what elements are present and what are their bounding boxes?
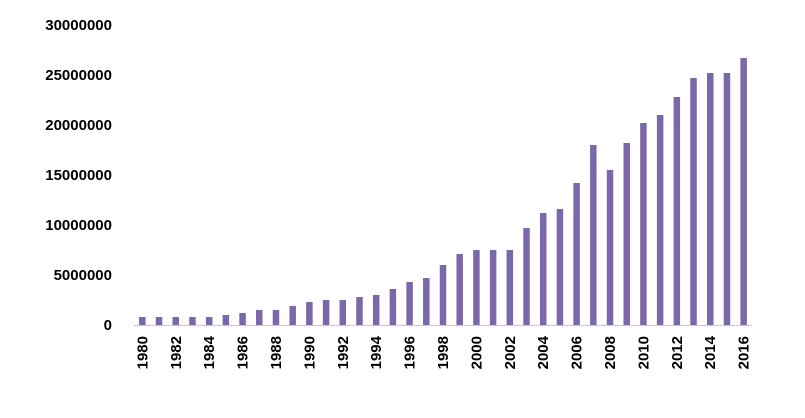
x-tick-label: 2012 xyxy=(669,336,686,369)
y-tick-label: 15000000 xyxy=(45,167,112,184)
bar-2012 xyxy=(673,97,681,325)
x-tick-label: 1994 xyxy=(368,335,385,369)
bar-2006 xyxy=(573,183,580,325)
x-tick-label: 2002 xyxy=(502,336,519,369)
y-axis-ticks: 0 5000000 10000000 15000000 20000000 25000000… xyxy=(45,17,112,334)
bar-1992 xyxy=(339,300,347,325)
bar-2002 xyxy=(506,250,514,325)
bar-1980 xyxy=(139,317,146,325)
x-tick-label: 1990 xyxy=(301,336,318,369)
bar-1993 xyxy=(356,297,363,325)
x-tick-label: 1986 xyxy=(235,336,252,369)
bar-2009 xyxy=(623,143,630,325)
bar-1999 xyxy=(456,254,463,325)
bar-2008 xyxy=(606,170,614,325)
x-tick-label: 1980 xyxy=(134,336,151,369)
bar-2010 xyxy=(640,123,647,325)
bar-2014 xyxy=(706,73,714,325)
bar-1991 xyxy=(322,300,330,325)
bar-1983 xyxy=(189,317,196,325)
x-tick-label: 1982 xyxy=(168,336,185,369)
bar-2015 xyxy=(723,73,731,325)
x-tick-label: 1988 xyxy=(268,336,285,369)
y-tick-label: 10000000 xyxy=(45,217,112,234)
bar-1987 xyxy=(256,310,263,325)
bar-1989 xyxy=(289,306,296,325)
y-tick-label: 20000000 xyxy=(45,117,112,134)
bar-2005 xyxy=(556,209,564,325)
x-tick-label: 2016 xyxy=(736,336,753,369)
bar-1981 xyxy=(155,317,163,325)
x-tick-label: 2000 xyxy=(468,336,485,369)
y-tick-label: 0 xyxy=(104,317,112,334)
bar-1997 xyxy=(423,278,430,325)
y-tick-label: 30000000 xyxy=(45,17,112,34)
y-tick-label: 25000000 xyxy=(45,67,112,84)
bar-1985 xyxy=(222,315,230,325)
x-tick-label: 2014 xyxy=(702,335,719,369)
bar-1995 xyxy=(389,289,397,325)
bars xyxy=(139,58,747,325)
x-axis-ticks: 1980 1982 1984 1986 1988 1990 1992 1994 1996 1998… xyxy=(134,335,752,369)
bar-2000 xyxy=(473,250,480,325)
bar-2007 xyxy=(590,145,597,325)
bar-1982 xyxy=(172,317,180,325)
x-tick-label: 1992 xyxy=(335,336,352,369)
bar-1994 xyxy=(372,295,380,325)
x-tick-label: 1984 xyxy=(201,335,218,369)
x-tick-label: 2010 xyxy=(635,336,652,369)
bar-2013 xyxy=(690,78,697,325)
x-tick-label: 2006 xyxy=(569,336,586,369)
bar-2003 xyxy=(523,228,530,325)
bar-1998 xyxy=(439,265,447,325)
x-tick-label: 2004 xyxy=(535,335,552,369)
y-tick-label: 5000000 xyxy=(54,267,112,284)
x-tick-label: 1996 xyxy=(402,336,419,369)
x-tick-label: 1998 xyxy=(435,336,452,369)
bar-1988 xyxy=(272,310,280,325)
bar-1984 xyxy=(205,317,213,325)
bar-1990 xyxy=(306,302,313,325)
bar-2004 xyxy=(539,213,547,325)
x-tick-label: 2008 xyxy=(602,336,619,369)
bar-1996 xyxy=(406,282,413,325)
bar-2011 xyxy=(656,115,664,325)
bar-1986 xyxy=(239,313,246,325)
bar-2001 xyxy=(489,250,497,325)
bar-2016 xyxy=(740,58,747,325)
